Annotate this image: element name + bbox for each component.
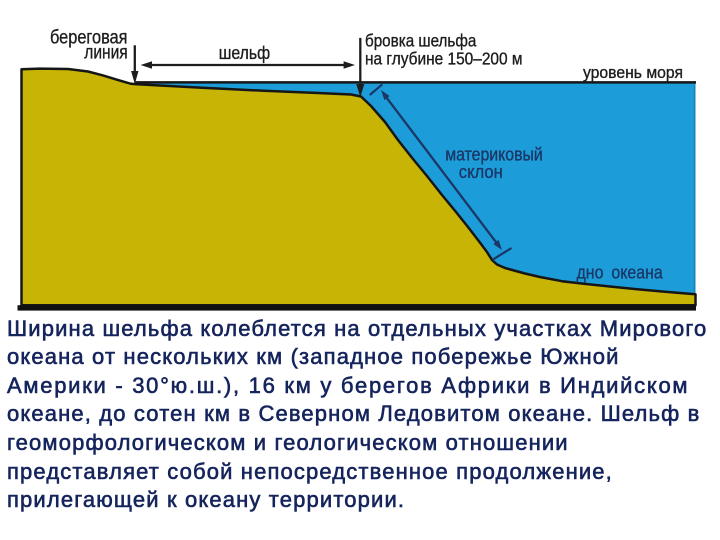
svg-text:береговая: береговая xyxy=(50,28,128,49)
svg-text:шельф: шельф xyxy=(219,43,271,63)
svg-text:дно океана: дно океана xyxy=(577,262,664,283)
svg-text:линия: линия xyxy=(84,43,127,64)
svg-text:склон: склон xyxy=(459,162,503,182)
svg-text:уровень моря: уровень моря xyxy=(583,63,683,82)
svg-text:бровка шельфа: бровка шельфа xyxy=(365,31,477,51)
svg-text:материковый: материковый xyxy=(445,145,543,165)
svg-text:на глубине 150–200 м: на глубине 150–200 м xyxy=(365,48,523,68)
